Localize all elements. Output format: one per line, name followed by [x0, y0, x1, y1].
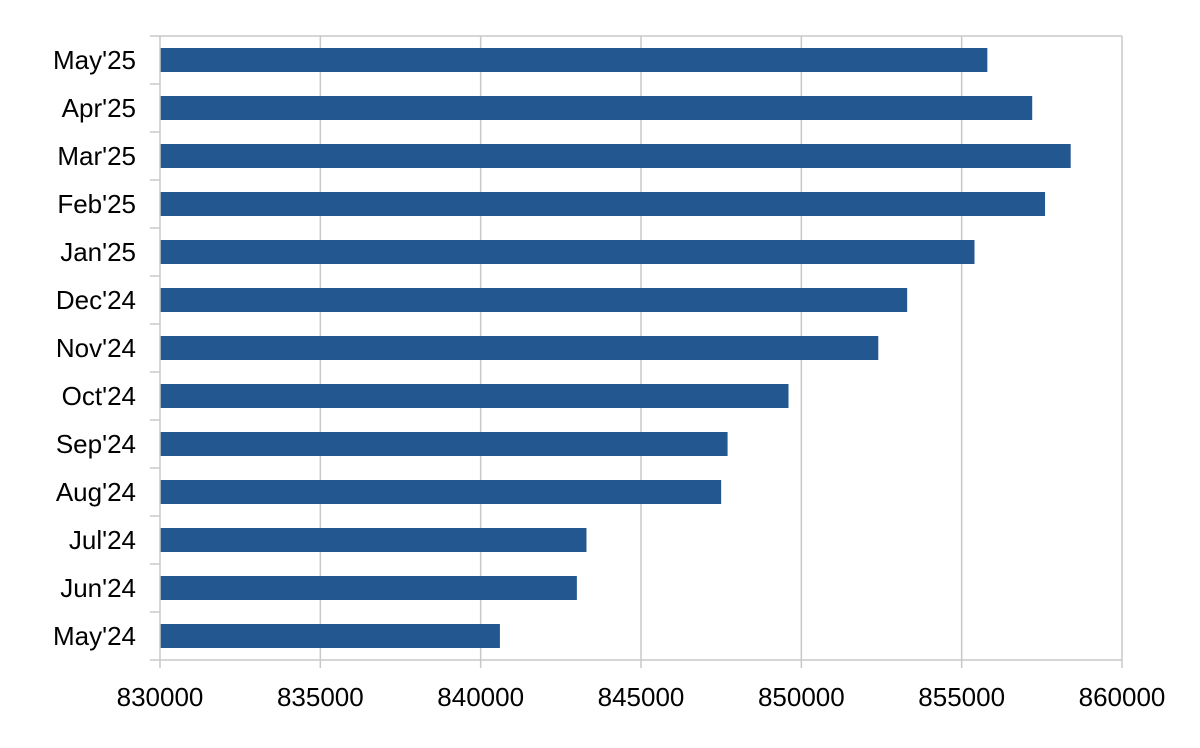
- bar: [160, 96, 1033, 120]
- x-tick-label: 830000: [117, 682, 204, 712]
- bar: [160, 288, 908, 312]
- bar: [160, 144, 1071, 168]
- bar: [160, 576, 577, 600]
- y-category-label: Sep'24: [56, 429, 136, 459]
- bar: [160, 192, 1046, 216]
- y-category-label: Jul'24: [69, 525, 136, 555]
- bars: [160, 48, 1071, 648]
- gridlines: [160, 35, 1123, 660]
- x-tick-label: 845000: [598, 682, 685, 712]
- y-category-label: Apr'25: [62, 93, 136, 123]
- x-tick-label: 855000: [918, 682, 1005, 712]
- x-tick-label: 860000: [1079, 682, 1166, 712]
- bar: [160, 336, 879, 360]
- y-category-label: Dec'24: [56, 285, 136, 315]
- y-category-label: Mar'25: [57, 141, 136, 171]
- y-category-label: Nov'24: [56, 333, 136, 363]
- axes: [150, 35, 1123, 668]
- x-tick-label: 835000: [277, 682, 364, 712]
- y-category-label: May'24: [53, 621, 136, 651]
- bar: [160, 432, 728, 456]
- y-category-labels: May'24 Jun'24 Jul'24 Aug'24 Sep'24 Oct'24 Nov'…: [53, 45, 136, 651]
- bar: [160, 48, 988, 72]
- bar: [160, 240, 975, 264]
- y-category-label: Oct'24: [62, 381, 136, 411]
- y-category-label: Jan'25: [60, 237, 136, 267]
- y-category-label: May'25: [53, 45, 136, 75]
- x-tick-labels: 830000 835000 840000 845000 850000 855000 8600…: [117, 682, 1166, 712]
- bar: [160, 480, 722, 504]
- x-tick-label: 840000: [437, 682, 524, 712]
- y-category-label: Feb'25: [57, 189, 136, 219]
- x-tick-label: 850000: [758, 682, 845, 712]
- y-category-label: Aug'24: [56, 477, 136, 507]
- bar: [160, 384, 789, 408]
- bar: [160, 528, 587, 552]
- bar: [160, 624, 500, 648]
- y-category-label: Jun'24: [60, 573, 136, 603]
